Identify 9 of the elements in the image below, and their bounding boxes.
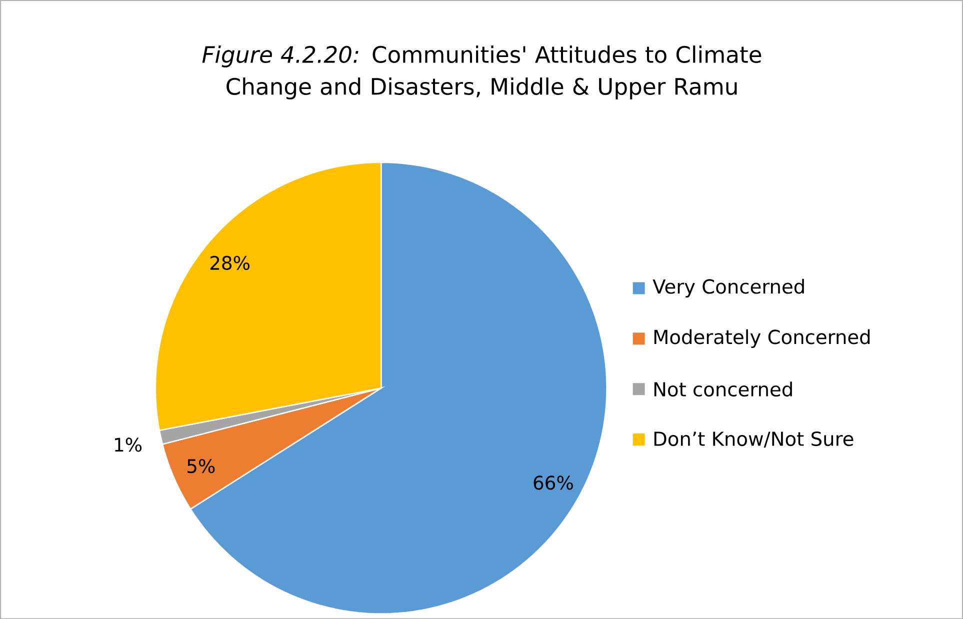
legend-label: Very Concerned [652,278,804,298]
data-label: 28% [210,256,250,270]
data-label: 1% [115,437,142,452]
data-label: 5% [188,458,215,473]
legend-label: Moderately Concerned [654,329,870,348]
chart-title: Figure 4.2.20: Communities' Attitudes to Climate Change and Disasters, Middle & Upper Ramu [202,45,762,100]
legend-label: Not concerned [654,381,792,396]
data-label: 66% [534,475,573,490]
legend-label: Don’t Know/Not Sure [654,431,854,448]
